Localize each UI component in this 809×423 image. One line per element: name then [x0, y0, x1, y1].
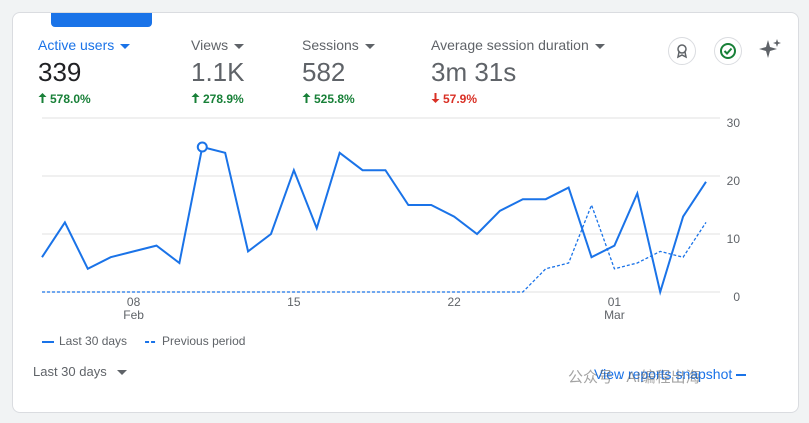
metric[interactable]: Views 1.1K 278.9% [191, 37, 245, 106]
metric-change: 278.9% [191, 92, 245, 106]
metric-change-text: 57.9% [443, 92, 478, 106]
ai-icon[interactable] [757, 37, 783, 63]
y-tick-label: 10 [727, 232, 741, 246]
metric-label: Views [191, 37, 245, 53]
x-tick-label: 01 [608, 295, 622, 309]
x-month-label: Feb [123, 308, 144, 322]
metric-change: 578.0% [38, 92, 130, 106]
metric-value: 3m 31s [431, 57, 517, 87]
arrow-icon [736, 374, 747, 377]
change-arrow [38, 93, 47, 103]
insights-icon[interactable] [668, 37, 696, 65]
link-text: View reports snapshot [594, 366, 733, 382]
metric-label: Sessions [302, 37, 375, 53]
active-tab-indicator [51, 13, 152, 27]
date-range-selector[interactable]: Last 30 days [33, 364, 127, 379]
status-icon[interactable] [714, 37, 742, 65]
metric-change-text: 578.0% [50, 92, 91, 106]
metric-change: 57.9% [431, 92, 605, 106]
caret [594, 43, 605, 49]
caret [120, 43, 131, 49]
metric-value: 582 [302, 57, 346, 87]
metric-label-text: Views [191, 37, 229, 53]
series-line [42, 203, 707, 293]
y-tick-label: 20 [727, 174, 741, 188]
change-arrow [431, 93, 440, 103]
metric-label: Average session duration [431, 37, 605, 53]
date-range-text: Last 30 days [33, 364, 107, 379]
view-report-link[interactable]: View reports snapshot [594, 366, 747, 382]
metric-value: 339 [38, 57, 82, 87]
watermark: 公众号 · AI编程出海 [568, 369, 701, 386]
metric-change-text: 278.9% [203, 92, 244, 106]
icon-graphic [720, 43, 736, 59]
y-tick-label: 30 [727, 116, 741, 130]
icon-graphic [676, 44, 688, 59]
metric[interactable]: Sessions 582 525.8% [302, 37, 375, 106]
caret [116, 370, 127, 376]
metric-change: 525.8% [302, 92, 375, 106]
highlight-point [196, 141, 208, 153]
metric-label: Active users [38, 37, 131, 53]
caret [234, 43, 245, 49]
metric-label-text: Sessions [302, 37, 359, 53]
x-month-label: Mar [604, 308, 625, 322]
x-tick-label: 22 [447, 295, 461, 309]
legend-label: Last 30 days [59, 334, 127, 348]
caret [364, 43, 375, 49]
change-arrow [302, 93, 311, 103]
metric[interactable]: Average session duration 3m 31s 57.9% [431, 37, 605, 106]
metric-label-text: Active users [38, 37, 115, 53]
legend-label: Previous period [162, 334, 245, 348]
change-arrow [191, 93, 200, 103]
card: Active users 339 578.0% Views 1.1K 278.9% Sess… [12, 12, 799, 413]
series-line [41, 145, 707, 296]
metric-change-text: 525.8% [314, 92, 355, 106]
y-tick-label: 0 [733, 290, 740, 304]
metric-label-text: Average session duration [431, 37, 589, 53]
x-tick-label: 15 [287, 295, 301, 309]
metric-value: 1.1K [191, 57, 245, 87]
metric[interactable]: Active users 339 578.0% [38, 37, 131, 106]
x-tick-label: 08 [127, 295, 141, 309]
